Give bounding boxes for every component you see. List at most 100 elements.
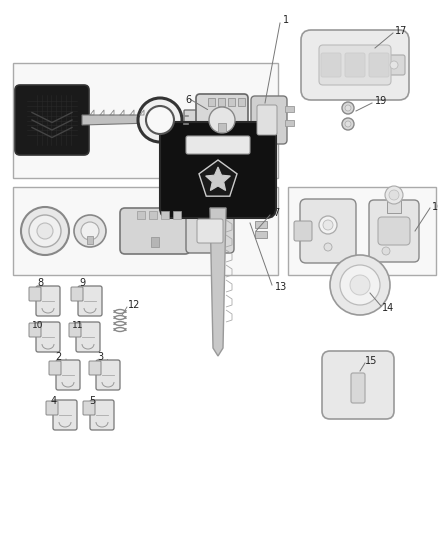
Bar <box>228 98 235 106</box>
Polygon shape <box>210 208 226 356</box>
Circle shape <box>81 222 99 240</box>
FancyBboxPatch shape <box>76 322 100 352</box>
Bar <box>255 221 267 228</box>
FancyBboxPatch shape <box>251 96 287 144</box>
FancyBboxPatch shape <box>197 219 223 243</box>
FancyBboxPatch shape <box>184 110 200 130</box>
FancyBboxPatch shape <box>78 286 102 316</box>
Text: 6: 6 <box>185 95 191 105</box>
FancyBboxPatch shape <box>186 209 234 253</box>
Bar <box>151 237 159 247</box>
FancyBboxPatch shape <box>369 200 419 262</box>
FancyBboxPatch shape <box>89 361 101 375</box>
Bar <box>218 98 225 106</box>
FancyBboxPatch shape <box>36 286 60 316</box>
FancyBboxPatch shape <box>71 287 83 301</box>
Circle shape <box>385 186 403 204</box>
FancyBboxPatch shape <box>369 53 389 77</box>
FancyBboxPatch shape <box>49 361 61 375</box>
FancyBboxPatch shape <box>196 94 248 146</box>
Circle shape <box>209 107 235 133</box>
Text: 2: 2 <box>55 352 61 362</box>
FancyBboxPatch shape <box>160 122 276 218</box>
Text: 17: 17 <box>395 26 407 36</box>
Bar <box>13 63 278 178</box>
FancyBboxPatch shape <box>46 401 58 415</box>
Text: 7: 7 <box>273 208 279 218</box>
FancyBboxPatch shape <box>345 53 365 77</box>
Circle shape <box>21 207 69 255</box>
Bar <box>137 211 145 219</box>
FancyBboxPatch shape <box>321 53 341 77</box>
Circle shape <box>146 106 174 134</box>
Polygon shape <box>205 167 230 190</box>
Bar <box>285 106 294 112</box>
FancyBboxPatch shape <box>53 400 77 430</box>
FancyBboxPatch shape <box>120 208 190 254</box>
Text: 13: 13 <box>275 282 287 292</box>
FancyBboxPatch shape <box>383 55 405 75</box>
Bar <box>285 120 294 126</box>
Text: 10: 10 <box>32 320 44 329</box>
FancyBboxPatch shape <box>300 199 356 263</box>
Circle shape <box>345 121 351 127</box>
Polygon shape <box>199 160 237 196</box>
Circle shape <box>37 223 53 239</box>
Bar <box>161 211 169 219</box>
Circle shape <box>345 105 351 111</box>
FancyBboxPatch shape <box>15 85 89 155</box>
Text: 15: 15 <box>365 356 378 366</box>
FancyBboxPatch shape <box>96 360 120 390</box>
Bar <box>288 187 436 275</box>
FancyBboxPatch shape <box>322 351 394 419</box>
Text: 1: 1 <box>283 15 289 25</box>
Text: 19: 19 <box>375 96 387 106</box>
Circle shape <box>323 220 333 230</box>
Text: 3: 3 <box>97 352 103 362</box>
Text: 12: 12 <box>128 300 140 310</box>
Circle shape <box>342 102 354 114</box>
FancyBboxPatch shape <box>29 323 41 337</box>
Circle shape <box>138 98 182 142</box>
FancyBboxPatch shape <box>83 401 95 415</box>
Text: 11: 11 <box>72 320 84 329</box>
FancyBboxPatch shape <box>90 400 114 430</box>
FancyBboxPatch shape <box>301 30 409 100</box>
Bar <box>255 231 267 238</box>
FancyBboxPatch shape <box>319 45 391 85</box>
Circle shape <box>74 215 106 247</box>
Bar <box>208 98 215 106</box>
Circle shape <box>29 215 61 247</box>
Bar <box>149 211 157 219</box>
FancyBboxPatch shape <box>294 221 312 241</box>
Bar <box>173 211 181 219</box>
Circle shape <box>330 255 390 315</box>
Text: 16: 16 <box>432 202 438 212</box>
FancyBboxPatch shape <box>186 136 250 154</box>
Circle shape <box>319 216 337 234</box>
FancyBboxPatch shape <box>351 373 365 403</box>
Circle shape <box>340 265 380 305</box>
Circle shape <box>382 247 390 255</box>
Bar <box>87 236 93 244</box>
FancyBboxPatch shape <box>56 360 80 390</box>
Bar <box>218 123 226 132</box>
Text: 8: 8 <box>37 278 43 288</box>
Circle shape <box>390 61 398 69</box>
FancyBboxPatch shape <box>29 287 41 301</box>
FancyBboxPatch shape <box>69 323 81 337</box>
FancyBboxPatch shape <box>378 217 410 245</box>
Circle shape <box>350 275 370 295</box>
Circle shape <box>324 243 332 251</box>
Polygon shape <box>82 115 152 125</box>
Text: 5: 5 <box>89 396 95 406</box>
Bar <box>13 187 278 275</box>
FancyBboxPatch shape <box>257 105 277 135</box>
Bar <box>238 98 245 106</box>
Bar <box>387 197 401 213</box>
FancyBboxPatch shape <box>36 322 60 352</box>
Text: 14: 14 <box>382 303 394 313</box>
Circle shape <box>342 118 354 130</box>
Text: 9: 9 <box>79 278 85 288</box>
Text: 4: 4 <box>51 396 57 406</box>
